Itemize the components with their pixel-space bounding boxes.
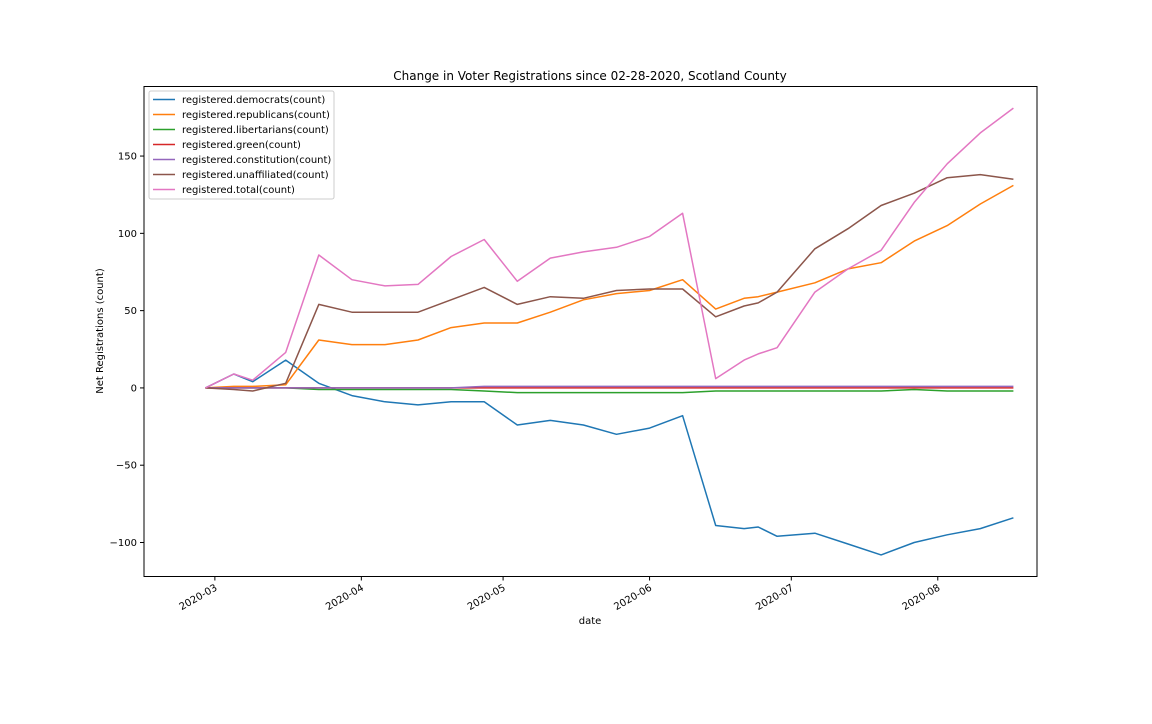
series-layer [205, 107, 1014, 556]
series-line-1 [205, 184, 1014, 389]
x-axis-label: date [579, 616, 602, 627]
legend-label: registered.green(count) [182, 140, 301, 151]
series-line-5 [205, 173, 1014, 392]
x-tick-label: 2020-04 [324, 583, 366, 613]
legend-frame [148, 90, 335, 200]
x-tick-label: 2020-08 [901, 583, 943, 613]
series-line-4 [205, 385, 1014, 389]
y-axis-label: Net Registrations (count) [95, 268, 106, 394]
y-axis: −100 −50 0 50 100 150 [110, 152, 144, 549]
y-tick-label: 150 [118, 152, 137, 163]
x-axis: 2020-03 2020-04 2020-05 2020-06 2020-07 2020-… [178, 576, 943, 613]
legend-label: registered.constitution(count) [182, 155, 331, 166]
legend-label: registered.libertarians(count) [182, 125, 329, 136]
y-tick-label: −50 [116, 461, 137, 472]
x-tick-label: 2020-05 [466, 583, 508, 613]
plot-frame [143, 86, 1038, 577]
y-tick-label: 0 [131, 383, 137, 394]
series-line-2 [205, 387, 1014, 394]
y-tick-label: −100 [110, 538, 137, 549]
chart-title: Change in Voter Registrations since 02-2… [393, 69, 786, 83]
legend-label: registered.democrats(count) [182, 95, 325, 106]
legend-label: registered.total(count) [182, 185, 295, 196]
y-tick-label: 50 [124, 306, 137, 317]
legend-label: registered.unaffiliated(count) [182, 170, 329, 181]
x-tick-label: 2020-06 [612, 583, 654, 613]
x-tick-label: 2020-03 [178, 583, 220, 613]
legend: registered.democrats(count) registered.re… [148, 90, 335, 200]
legend-label: registered.republicans(count) [182, 110, 330, 121]
y-tick-label: 100 [118, 229, 137, 240]
series-line-6 [205, 107, 1014, 389]
x-tick-label: 2020-07 [754, 583, 796, 613]
